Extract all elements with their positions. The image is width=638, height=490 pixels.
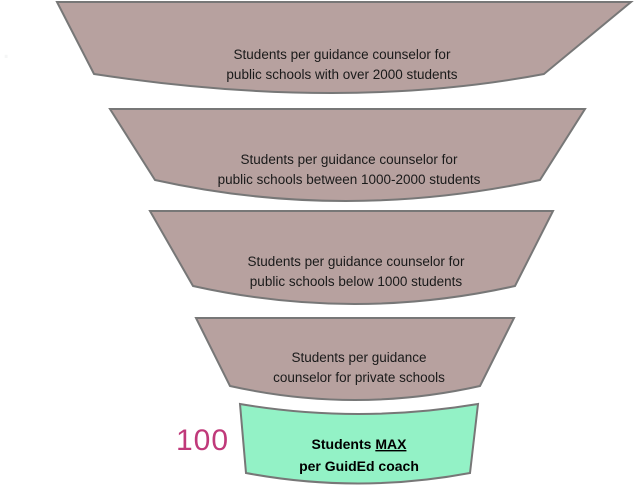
ghost-marks: . [2, 32, 10, 65]
funnel-tier-2: Students per guidance counselor for publ… [108, 108, 587, 202]
funnel-highlight-line2: per GuidEd coach [299, 458, 419, 474]
funnel-highlight-shape [238, 402, 480, 485]
funnel-tier-1-line2: public schools with over 2000 students [226, 67, 457, 82]
funnel-highlight-tier: Students MAX per GuidEd coach 100 [176, 402, 480, 485]
funnel-tier-2-line1: Students per guidance counselor for [241, 152, 458, 167]
funnel-tier-4-line2: counselor for private schools [273, 370, 445, 385]
funnel-tier-1: Students per guidance counselor for publ… [55, 0, 634, 94]
funnel-tier-4-shape [194, 317, 516, 401]
funnel-highlight-number: 100 [176, 424, 229, 457]
funnel-tier-4-line1: Students per guidance [291, 350, 426, 365]
funnel-tier-3: Students per guidance counselor for publ… [148, 210, 555, 305]
funnel-tier-3-line2: public schools below 1000 students [250, 274, 463, 289]
funnel-highlight-emphasis: MAX [375, 436, 407, 452]
funnel-tier-2-shape [108, 108, 587, 202]
funnel-tier-2-line2: public schools between 1000-2000 student… [218, 172, 481, 187]
funnel-tier-3-shape [148, 210, 555, 305]
funnel-tier-4: Students per guidance counselor for priv… [194, 317, 516, 401]
svg-text:.: . [2, 32, 10, 65]
funnel-highlight-line1: Students MAX [312, 436, 408, 452]
funnel-tier-3-line1: Students per guidance counselor for [248, 254, 465, 269]
funnel-tier-1-line1: Students per guidance counselor for [234, 47, 451, 62]
funnel-highlight-line1-prefix: Students [312, 436, 376, 452]
funnel-tier-1-shape [55, 0, 634, 94]
